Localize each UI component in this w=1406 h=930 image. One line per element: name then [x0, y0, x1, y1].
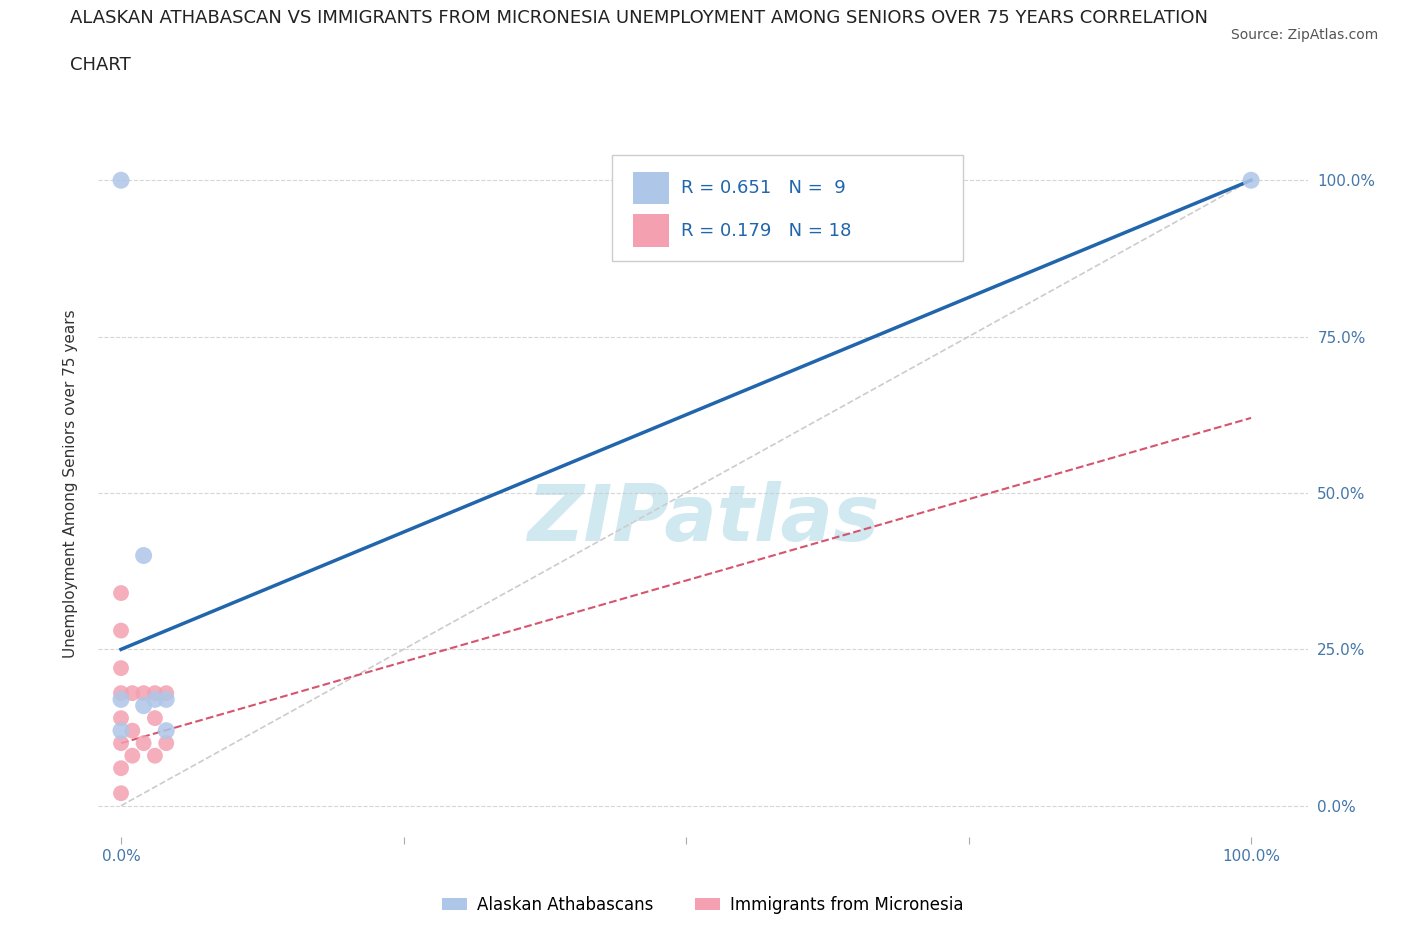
- Text: CHART: CHART: [70, 56, 131, 73]
- Point: [121, 685, 143, 700]
- Point: [110, 692, 132, 707]
- Point: [121, 724, 143, 738]
- Point: [110, 736, 132, 751]
- Point: [132, 548, 155, 563]
- Point: [121, 749, 143, 764]
- Point: [110, 786, 132, 801]
- Text: ZIPatlas: ZIPatlas: [527, 481, 879, 557]
- FancyBboxPatch shape: [633, 172, 669, 205]
- Point: [155, 724, 177, 738]
- Point: [110, 173, 132, 188]
- Legend: Alaskan Athabascans, Immigrants from Micronesia: Alaskan Athabascans, Immigrants from Mic…: [436, 889, 970, 921]
- Point: [110, 761, 132, 776]
- FancyBboxPatch shape: [613, 155, 963, 261]
- Point: [110, 623, 132, 638]
- Text: Source: ZipAtlas.com: Source: ZipAtlas.com: [1230, 28, 1378, 42]
- Point: [155, 685, 177, 700]
- Point: [110, 586, 132, 601]
- FancyBboxPatch shape: [633, 214, 669, 246]
- Point: [1240, 173, 1263, 188]
- Point: [132, 736, 155, 751]
- Y-axis label: Unemployment Among Seniors over 75 years: Unemployment Among Seniors over 75 years: [63, 310, 77, 658]
- Point: [110, 685, 132, 700]
- Text: ALASKAN ATHABASCAN VS IMMIGRANTS FROM MICRONESIA UNEMPLOYMENT AMONG SENIORS OVER: ALASKAN ATHABASCAN VS IMMIGRANTS FROM MI…: [70, 9, 1208, 27]
- Point: [143, 749, 166, 764]
- Point: [110, 660, 132, 675]
- Point: [132, 685, 155, 700]
- Point: [143, 685, 166, 700]
- Text: R = 0.651   N =  9: R = 0.651 N = 9: [682, 179, 846, 197]
- Point: [155, 692, 177, 707]
- Point: [143, 711, 166, 725]
- Point: [110, 711, 132, 725]
- Point: [132, 698, 155, 713]
- Point: [143, 692, 166, 707]
- Point: [155, 736, 177, 751]
- Text: R = 0.179   N = 18: R = 0.179 N = 18: [682, 221, 852, 240]
- Point: [110, 724, 132, 738]
